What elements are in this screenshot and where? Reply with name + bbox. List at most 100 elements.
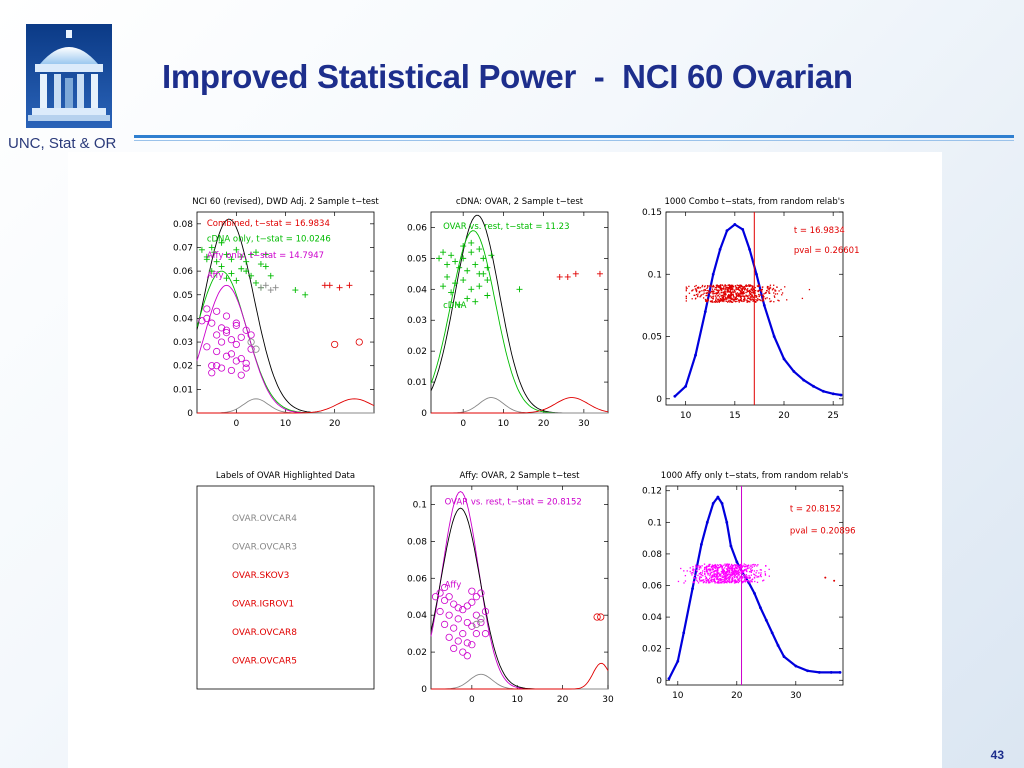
jitter-point	[713, 576, 715, 578]
kde-point	[818, 670, 821, 674]
jitter-point	[713, 574, 715, 576]
jitter-point	[753, 296, 755, 298]
jitter-point	[757, 299, 759, 301]
kde-point	[792, 369, 796, 373]
circle-marker	[445, 633, 453, 641]
kde-point	[812, 384, 815, 388]
circle-marker	[203, 305, 211, 313]
plus-marker	[448, 252, 455, 259]
jitter-point	[724, 571, 726, 574]
jitter-point	[755, 295, 757, 297]
jitter-point	[696, 570, 698, 573]
jitter-point	[716, 285, 718, 287]
kde-point	[764, 618, 768, 622]
jitter-point	[724, 287, 726, 289]
jitter-point	[733, 298, 735, 301]
jitter-point	[714, 301, 716, 303]
jitter-point	[744, 569, 746, 572]
jitter-point	[712, 297, 714, 300]
jitter-point	[758, 298, 760, 301]
jitter-point	[742, 570, 745, 572]
jitter-point	[753, 300, 756, 302]
plus-marker	[480, 270, 487, 277]
jitter-point	[708, 290, 710, 292]
jitter-point	[700, 294, 702, 296]
kde-point	[741, 228, 745, 231]
jitter-point	[746, 566, 749, 568]
circle-marker	[232, 321, 240, 330]
y-tick-label: 0.05	[407, 254, 427, 264]
jitter-point	[705, 571, 708, 573]
jitter-point	[759, 575, 762, 577]
jitter-point	[717, 575, 719, 577]
jitter-point	[718, 289, 720, 291]
jitter-point	[752, 292, 754, 294]
jitter-point	[709, 291, 711, 294]
jitter-point	[774, 293, 777, 295]
jitter-point	[704, 575, 707, 577]
jitter-point	[752, 291, 755, 293]
jitter-point	[753, 288, 755, 291]
jitter-point	[762, 294, 764, 297]
jitter-point	[725, 285, 727, 287]
kde-point	[772, 335, 776, 338]
jitter-point	[703, 290, 705, 292]
jitter-point	[717, 572, 720, 575]
circle-marker	[454, 604, 462, 612]
jitter-point	[700, 567, 702, 569]
jitter-point	[726, 563, 728, 565]
circle-marker	[593, 613, 601, 621]
kde-point	[676, 659, 680, 663]
jitter-point	[740, 572, 742, 574]
jitter-point	[709, 570, 711, 572]
circle-marker	[247, 338, 255, 346]
circle-marker	[203, 343, 211, 351]
jitter-point	[704, 288, 706, 291]
jitter-point	[743, 292, 745, 294]
jitter-point	[737, 294, 739, 296]
jitter-point	[768, 291, 770, 293]
jitter-point	[710, 297, 713, 299]
jitter-point	[738, 288, 740, 291]
chart-panel-3: 1000 Combo t−stats, from random relab's 1…	[642, 197, 860, 421]
jitter-point	[736, 566, 739, 568]
jitter-point	[703, 292, 705, 294]
jitter-point	[741, 572, 743, 574]
series-1-curve	[430, 230, 608, 414]
jitter-point	[748, 297, 750, 300]
jitter-point	[727, 568, 729, 570]
jitter-point	[740, 563, 743, 566]
jitter-point	[737, 573, 739, 576]
jitter-point	[717, 299, 720, 301]
jitter-point	[737, 284, 739, 287]
plus-marker	[272, 284, 279, 291]
jitter-point	[725, 577, 727, 579]
jitter-point	[780, 288, 782, 291]
jitter-point	[715, 569, 717, 572]
jitter-point	[760, 299, 762, 302]
jitter-point	[778, 290, 780, 292]
plus-marker	[464, 267, 471, 274]
jitter-point	[739, 292, 742, 295]
circle-marker	[208, 362, 216, 370]
jitter-point	[700, 295, 702, 297]
circle-marker	[331, 340, 339, 349]
jitter-point	[730, 286, 733, 289]
jitter-point	[712, 566, 714, 568]
jitter-point	[749, 285, 751, 288]
circle-marker	[217, 324, 226, 332]
jitter-point	[752, 289, 754, 291]
jitter-point	[716, 566, 718, 569]
jitter-point	[723, 288, 725, 290]
jitter-point	[730, 298, 732, 301]
jitter-point	[710, 290, 713, 293]
circle-marker	[441, 583, 449, 592]
jitter-point	[726, 568, 728, 570]
jitter-point	[724, 296, 726, 298]
y-tick-label: 0	[187, 409, 193, 419]
jitter-point	[737, 574, 739, 577]
jitter-point	[691, 574, 693, 576]
jitter-point	[737, 572, 740, 574]
jitter-point	[727, 286, 729, 289]
kde-point	[829, 670, 833, 674]
